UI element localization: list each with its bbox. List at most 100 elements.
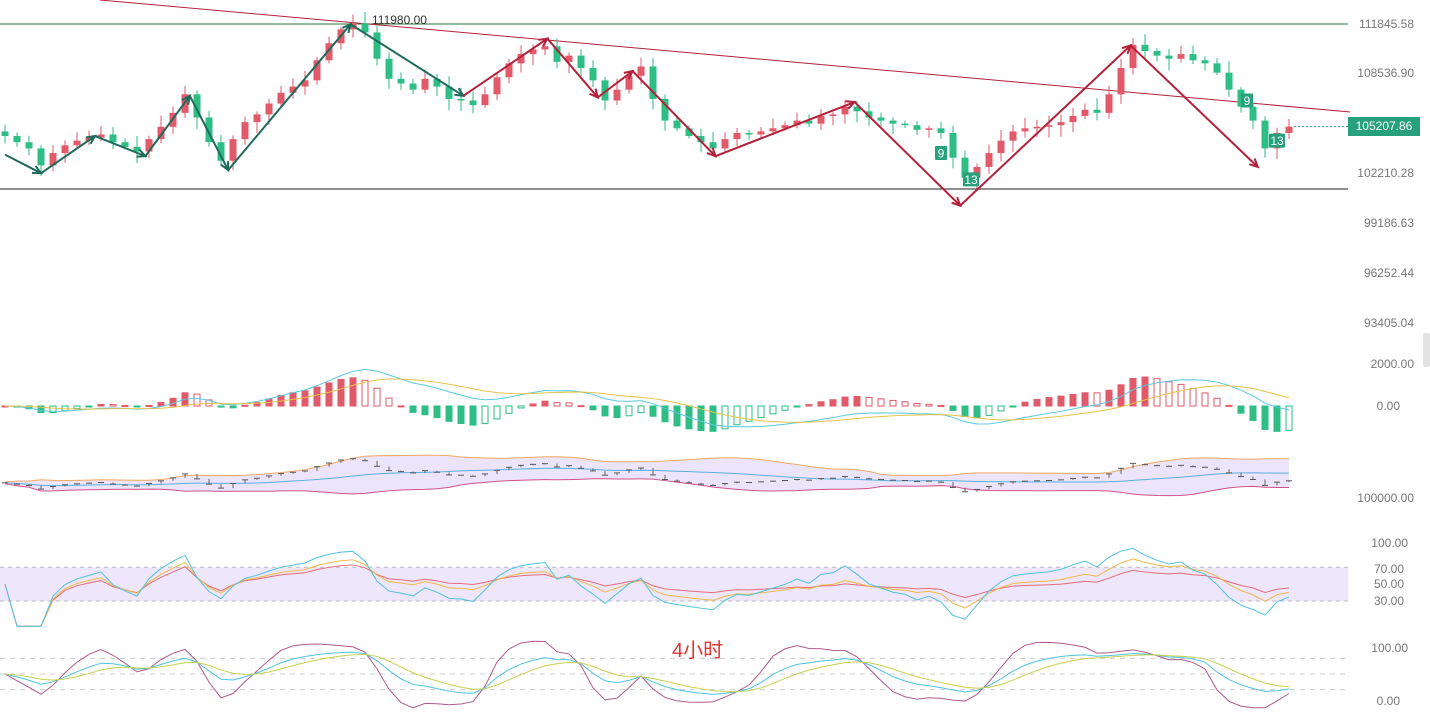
candle-body <box>241 122 249 140</box>
candle-body <box>913 125 921 130</box>
candle-body <box>781 125 789 129</box>
macd-histogram-bar <box>1261 405 1269 430</box>
macd-histogram-bar <box>925 403 933 407</box>
candle-body <box>277 92 285 104</box>
macd-histogram-bar <box>301 390 309 407</box>
candle-body <box>433 78 441 87</box>
macd-histogram-bar <box>145 405 153 408</box>
candle-body <box>997 140 1005 154</box>
boll-axis-label: 100000.00 <box>1357 491 1414 505</box>
candle-body <box>889 120 897 124</box>
macd-histogram-bar <box>1129 377 1137 407</box>
candle-body <box>1045 125 1053 127</box>
macd-histogram-bar <box>613 405 621 419</box>
candle-body <box>661 98 669 121</box>
price-axis-label: 111845.58 <box>1359 17 1414 31</box>
macd-histogram-bar <box>1189 388 1197 407</box>
candle-body <box>769 128 777 132</box>
td-marker-badge <box>935 146 947 161</box>
candle-body <box>373 32 381 59</box>
candle-body <box>601 80 609 101</box>
macd-axis-label: 2000.00 <box>1370 357 1414 371</box>
peak-price-label: 111980.00 <box>372 13 427 27</box>
candle-body <box>157 126 165 140</box>
zigzag-red-arrowhead <box>951 196 962 208</box>
macd-histogram-bar <box>877 398 885 407</box>
macd-histogram-bar <box>517 405 525 409</box>
macd-histogram-bar <box>901 401 909 407</box>
candle-body <box>25 142 33 149</box>
macd-histogram-bar <box>1273 405 1281 432</box>
macd-histogram-bar <box>433 405 441 419</box>
macd-histogram-bar <box>745 405 753 422</box>
macd-histogram-bar <box>385 397 393 407</box>
rsi-12-line <box>4 558 1290 627</box>
macd-histogram-bar <box>541 400 549 407</box>
candle-body <box>397 78 405 84</box>
candle-body <box>1213 63 1221 73</box>
macd-histogram-bar <box>241 404 249 407</box>
macd-histogram-bar <box>421 405 429 416</box>
candle-body <box>37 148 45 166</box>
macd-histogram-bar <box>709 405 717 432</box>
candle-body <box>529 49 537 55</box>
candle-body <box>805 120 813 124</box>
macd-histogram-bar <box>1201 392 1209 407</box>
macd-histogram-bar <box>805 404 813 407</box>
macd-histogram-bar <box>577 405 585 408</box>
rsi-axis-label: 100.00 <box>1371 536 1408 550</box>
macd-histogram-bar <box>997 405 1005 412</box>
trendline <box>99 0 1351 113</box>
macd-histogram-bar <box>85 405 93 408</box>
macd-histogram-bar <box>865 396 873 407</box>
candle-body <box>985 153 993 167</box>
price-axis-label: 108536.90 <box>1357 66 1414 80</box>
candle-body <box>61 145 69 154</box>
candle-body <box>721 139 729 149</box>
candle-body <box>1 131 9 137</box>
candle-body <box>217 142 225 161</box>
zigzag-red-arrowhead <box>1248 158 1260 169</box>
candle-body <box>205 117 213 143</box>
candle-body <box>1141 44 1149 51</box>
macd-histogram-bar <box>637 405 645 414</box>
macd-histogram-bar <box>133 405 141 408</box>
macd-histogram-bar <box>325 382 333 407</box>
timeframe-label: 4小时 <box>672 640 724 662</box>
kdj-d-line <box>4 653 1290 693</box>
candle-body <box>13 136 21 143</box>
kdj-j-line <box>4 640 1290 709</box>
macd-histogram-bar <box>649 405 657 417</box>
candle-body <box>289 86 297 93</box>
macd-histogram-bar <box>601 405 609 417</box>
td-marker-badge <box>1241 93 1253 108</box>
candle-body <box>877 117 885 121</box>
macd-histogram-bar <box>1069 393 1077 407</box>
macd-histogram-bar <box>985 405 993 416</box>
macd-histogram-bar <box>565 402 573 407</box>
zigzag-green-arrowhead <box>85 134 97 145</box>
candle-body <box>121 142 129 147</box>
macd-histogram-bar <box>1117 384 1125 407</box>
candle-body <box>961 157 969 178</box>
candle-body <box>253 114 261 123</box>
boll-upper-line <box>4 454 1290 483</box>
candle-body <box>1261 120 1269 149</box>
macd-histogram-bar <box>793 405 801 408</box>
candle-body <box>1009 131 1017 141</box>
macd-histogram-bar <box>757 405 765 419</box>
price-axis-label: 99186.63 <box>1363 216 1414 230</box>
candle-body <box>1189 54 1197 61</box>
macd-histogram-bar <box>949 405 957 411</box>
macd-histogram-bar <box>625 405 633 417</box>
macd-histogram-bar <box>697 405 705 432</box>
scroll-handle[interactable] <box>1423 333 1430 367</box>
candle-body <box>325 43 333 61</box>
macd-histogram-bar <box>1153 378 1161 407</box>
macd-histogram-bar <box>853 395 861 407</box>
macd-histogram-bar <box>1285 405 1293 431</box>
rsi-axis-label: 30.00 <box>1373 594 1404 608</box>
candle-body <box>385 58 393 79</box>
candle-body <box>901 123 909 126</box>
